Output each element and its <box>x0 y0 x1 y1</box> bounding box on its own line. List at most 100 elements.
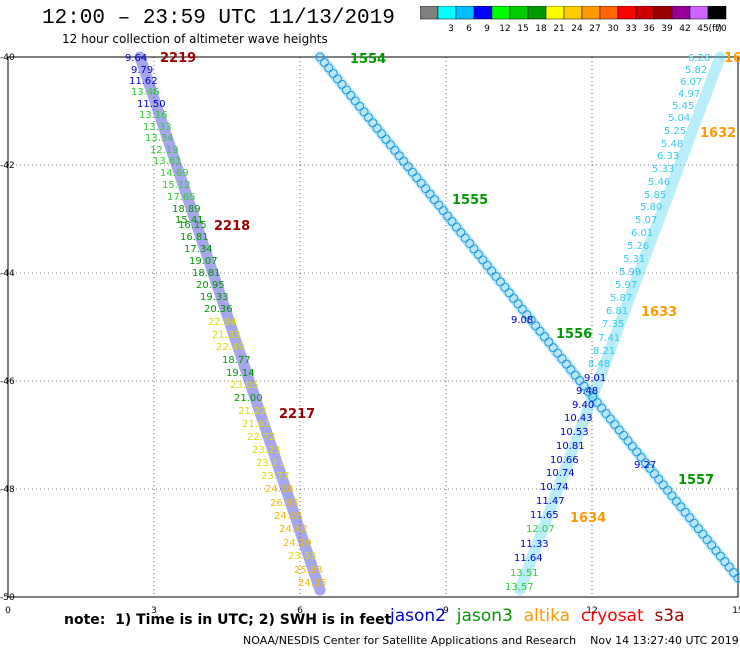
track-sample-mark <box>416 178 426 188</box>
track-sample-mark <box>685 513 695 523</box>
x-tick-label: 12 <box>586 606 597 616</box>
wave-height-label: 5.48 <box>661 139 683 150</box>
wave-height-label: 13.61 <box>153 156 182 167</box>
track-sample-mark <box>495 277 505 287</box>
wave-height-label: 26.93 <box>270 498 299 509</box>
track-sample-mark <box>557 354 567 364</box>
wave-height-label: 5.07 <box>635 215 657 226</box>
track-sample-mark <box>451 222 461 232</box>
track-sample-mark <box>636 452 646 462</box>
wave-height-label: 9.27 <box>634 460 656 471</box>
track-sample-mark <box>707 540 717 550</box>
wave-height-label: 12.19 <box>150 145 179 156</box>
track-sample-mark <box>385 140 395 150</box>
wave-height-label: 8.48 <box>588 359 610 370</box>
orbit-pass-label: 16 <box>724 51 740 66</box>
map-frame <box>7 56 739 598</box>
track-sample-mark <box>473 249 483 259</box>
track-sample-mark <box>623 436 633 446</box>
track-sample-mark <box>535 326 545 336</box>
track-sample-mark <box>359 107 369 117</box>
track-sample-mark <box>526 315 536 325</box>
wave-height-label: 4.97 <box>678 89 700 100</box>
wave-height-label: 5.46 <box>648 177 670 188</box>
scale-tick-label: 9 <box>484 24 490 34</box>
wave-height-label: 5.97 <box>615 280 637 291</box>
wave-height-label: 11.64 <box>514 553 543 564</box>
wave-height-label: 16.81 <box>180 232 209 243</box>
track-sample-mark <box>517 304 527 314</box>
wave-height-label: 15.41 <box>175 215 204 226</box>
track-sample-mark <box>447 217 457 227</box>
mission-legend-item: altika <box>523 606 581 626</box>
track-sample-mark <box>315 52 325 62</box>
wave-height-label: 10.74 <box>546 468 575 479</box>
wave-height-label: 21.61 <box>242 419 271 430</box>
track-sample-mark <box>671 496 681 506</box>
wave-height-label: 5.82 <box>685 65 707 76</box>
track-sample-mark <box>702 535 712 545</box>
track-sample-mark <box>649 469 659 479</box>
wave-height-label: 23.11 <box>256 458 285 469</box>
wave-height-label: 5.80 <box>640 202 662 213</box>
credit-line: NOAA/NESDIS Center for Satellite Applica… <box>243 634 739 647</box>
track-sample-mark <box>566 365 576 375</box>
scale-swatch <box>707 6 727 20</box>
satellite-track-band <box>314 51 740 584</box>
subtitle: 12 hour collection of altimeter wave hei… <box>62 32 328 46</box>
track-sample-mark <box>605 414 615 424</box>
track-sample-mark <box>676 502 686 512</box>
wave-height-label: 6.28 <box>688 53 710 64</box>
track-sample-mark <box>729 568 739 578</box>
track-sample-mark <box>689 518 699 528</box>
satellite-track-band <box>134 51 326 596</box>
wave-height-label: 9.01 <box>584 373 606 384</box>
track-sample-mark <box>482 260 492 270</box>
track-sample-mark <box>693 524 703 534</box>
track-sample-mark <box>319 57 329 67</box>
track-sample-mark <box>588 392 598 402</box>
scale-unit-label: (ft) <box>708 24 722 34</box>
x-tick-label: 15 <box>732 606 740 616</box>
scale-tick-label: 33 <box>625 24 636 34</box>
track-sample-mark <box>715 551 725 561</box>
x-tick-label: 0 <box>5 606 11 616</box>
wave-height-label: 5.04 <box>668 113 690 124</box>
wave-height-label: 9.79 <box>131 65 153 76</box>
scale-tick-label: 70 <box>715 24 727 34</box>
track-sample-mark <box>368 118 378 128</box>
track-sample-mark <box>724 562 734 572</box>
mission-legend-item: s3a <box>654 606 685 626</box>
wave-height-label: 13.57 <box>505 582 534 593</box>
wave-height-label: 24.35 <box>298 578 327 589</box>
y-tick-label: -40 <box>0 53 15 63</box>
track-sample-mark <box>610 419 620 429</box>
wave-height-label: 13.33 <box>143 122 172 133</box>
wave-height-label: 21.22 <box>238 406 267 417</box>
track-sample-mark <box>324 63 334 73</box>
track-sample-mark <box>350 96 360 106</box>
track-sample-mark <box>711 546 721 556</box>
wave-height-label: 13.51 <box>510 568 539 579</box>
wave-height-label: 5.99 <box>619 267 641 278</box>
mission-legend-item: jason3 <box>456 606 524 626</box>
track-sample-mark <box>407 167 417 177</box>
x-tick-label: 6 <box>297 606 303 616</box>
wave-height-label: 13.34 <box>145 133 174 144</box>
scale-tick-label: 3 <box>448 24 454 34</box>
wave-height-label: 21.33 <box>212 330 241 341</box>
track-sample-mark <box>583 387 593 397</box>
track-sample-mark <box>328 68 338 78</box>
scale-tick-label: 45 <box>697 24 708 34</box>
track-sample-mark <box>531 321 541 331</box>
y-tick-label: -48 <box>0 485 15 495</box>
wave-height-label: 19.33 <box>200 292 229 303</box>
wave-height-label: 16.15 <box>178 220 207 231</box>
wave-height-label: 19.14 <box>226 368 255 379</box>
track-sample-mark <box>733 573 740 583</box>
wave-height-label: 18.89 <box>172 204 201 215</box>
scale-tick-label: 36 <box>643 24 655 34</box>
orbit-pass-label: 1634 <box>570 511 606 526</box>
track-sample-mark <box>341 85 351 95</box>
